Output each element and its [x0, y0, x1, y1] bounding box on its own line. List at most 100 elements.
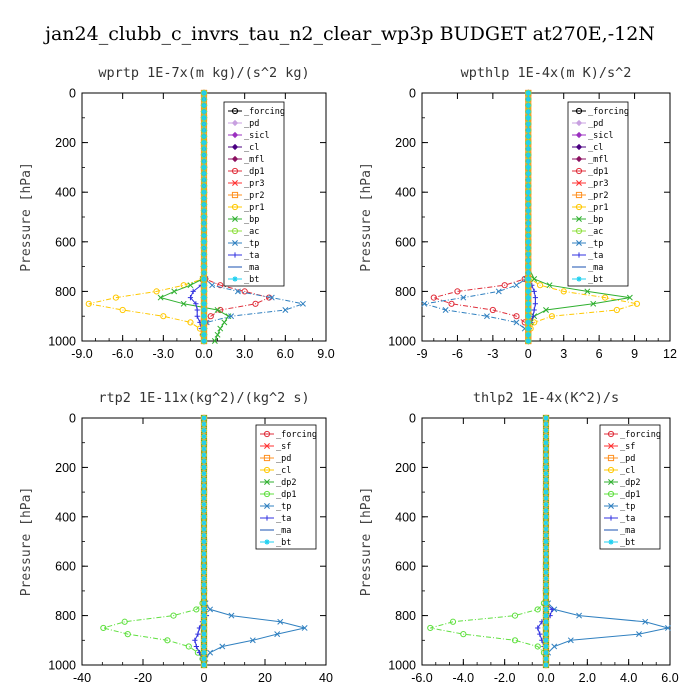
data-point: [525, 102, 531, 108]
data-point: [525, 326, 531, 332]
y-tick-label: 600: [55, 235, 76, 249]
data-point: [543, 643, 549, 650]
data-point: [252, 300, 259, 307]
data-point: [217, 282, 224, 289]
series-bt: [525, 90, 531, 344]
data-point: [543, 557, 549, 563]
data-point: [534, 606, 541, 613]
legend-entry: _sf: [276, 442, 291, 452]
legend-entry: _pd: [276, 454, 291, 464]
data-point: [548, 313, 556, 320]
data-point: [201, 514, 207, 520]
y-tick-label: 400: [55, 186, 76, 200]
data-point: [201, 582, 207, 588]
data-point: [525, 158, 531, 164]
legend-marker: [575, 143, 583, 151]
legend-marker: [607, 454, 615, 462]
data-point: [525, 276, 531, 282]
data-point: [201, 115, 207, 121]
legend-marker: [232, 252, 238, 258]
data-point: [513, 282, 520, 289]
y-tick-label: 1000: [388, 659, 416, 673]
data-point: [511, 612, 519, 619]
data-point: [201, 270, 207, 276]
data-point: [201, 557, 207, 563]
data-point: [201, 643, 207, 650]
data-point: [201, 440, 207, 446]
data-point: [525, 127, 531, 133]
legend: _forcing _sf _pd _cl _dp2 _dp1 _tp _ta _ma _bt: [255, 424, 317, 550]
data-point: [201, 195, 207, 201]
data-point: [201, 458, 207, 464]
data-point: [613, 306, 620, 314]
legend: _forcing _pd _sicl _cl _mfl _dp1 _pr3 _pr2 _pr1 _…: [567, 101, 629, 287]
data-point: [525, 288, 531, 294]
data-point: [221, 319, 228, 326]
data-point: [201, 483, 207, 489]
data-point: [525, 251, 531, 257]
legend-entry: _tp: [588, 239, 603, 249]
data-point: [201, 301, 207, 307]
data-point: [543, 458, 549, 464]
data-point: [525, 133, 531, 139]
data-point: [201, 520, 207, 526]
panel-2: wpthlp 1E-4x(m K)/s^2 Pressure [hPa] -9 -6 -…: [359, 65, 677, 361]
data-point: [201, 233, 207, 239]
data-point: [214, 331, 221, 338]
data-point: [201, 313, 207, 319]
data-point: [201, 588, 207, 594]
data-point: [124, 631, 131, 638]
legend-entry: _sicl: [244, 131, 270, 141]
x-tick-label: 0.0: [195, 347, 212, 361]
data-point: [201, 264, 207, 270]
legend-entry: _sf: [620, 442, 635, 452]
legend-entry: _dp2: [276, 478, 296, 488]
data-point: [201, 545, 207, 551]
y-tick-label: 0: [409, 412, 416, 426]
data-point: [201, 563, 207, 569]
series-dp1: [100, 414, 208, 669]
legend-marker: [264, 479, 270, 485]
data-point: [543, 575, 549, 582]
data-point: [543, 520, 549, 526]
data-point: [201, 415, 207, 421]
data-point: [201, 637, 207, 643]
data-point: [525, 295, 531, 301]
legend-entry: _forcing: [620, 430, 661, 440]
data-point: [201, 164, 207, 170]
data-point: [201, 226, 207, 232]
legend-entry: _cl: [276, 466, 291, 476]
legend-marker: [231, 107, 239, 115]
data-point: [157, 294, 164, 301]
data-point: [525, 90, 531, 96]
data-point: [201, 90, 207, 96]
x-tick-label: 20: [258, 671, 272, 685]
series-line: [430, 418, 547, 665]
data-point: [525, 171, 531, 177]
data-point: [511, 637, 519, 644]
data-point: [543, 440, 549, 446]
legend-marker: [608, 479, 614, 485]
x-tick-label: -3: [487, 347, 498, 361]
y-tick-label: 200: [55, 461, 76, 475]
data-point: [228, 313, 235, 320]
legend-entry: _forcing: [588, 107, 629, 117]
legend-entry: _tp: [244, 239, 259, 249]
data-point: [543, 421, 549, 427]
data-point: [454, 288, 461, 295]
data-point: [209, 282, 216, 289]
panel-4: thlp2 1E-4x(K^2)/s Pressure [hPa] -6.0 -4.0…: [359, 390, 679, 685]
data-point: [525, 245, 531, 251]
legend-entry: _dp2: [620, 478, 640, 488]
data-point: [642, 618, 649, 625]
legend-entry: _ta: [276, 514, 291, 524]
data-point: [201, 319, 207, 325]
data-point: [525, 121, 531, 127]
y-tick-label: 200: [395, 136, 416, 150]
legend-marker: [231, 119, 239, 127]
data-point: [164, 637, 171, 644]
series-tp: [421, 90, 532, 344]
data-point: [119, 306, 126, 314]
data-point: [201, 613, 207, 619]
legend-marker: [576, 240, 582, 246]
